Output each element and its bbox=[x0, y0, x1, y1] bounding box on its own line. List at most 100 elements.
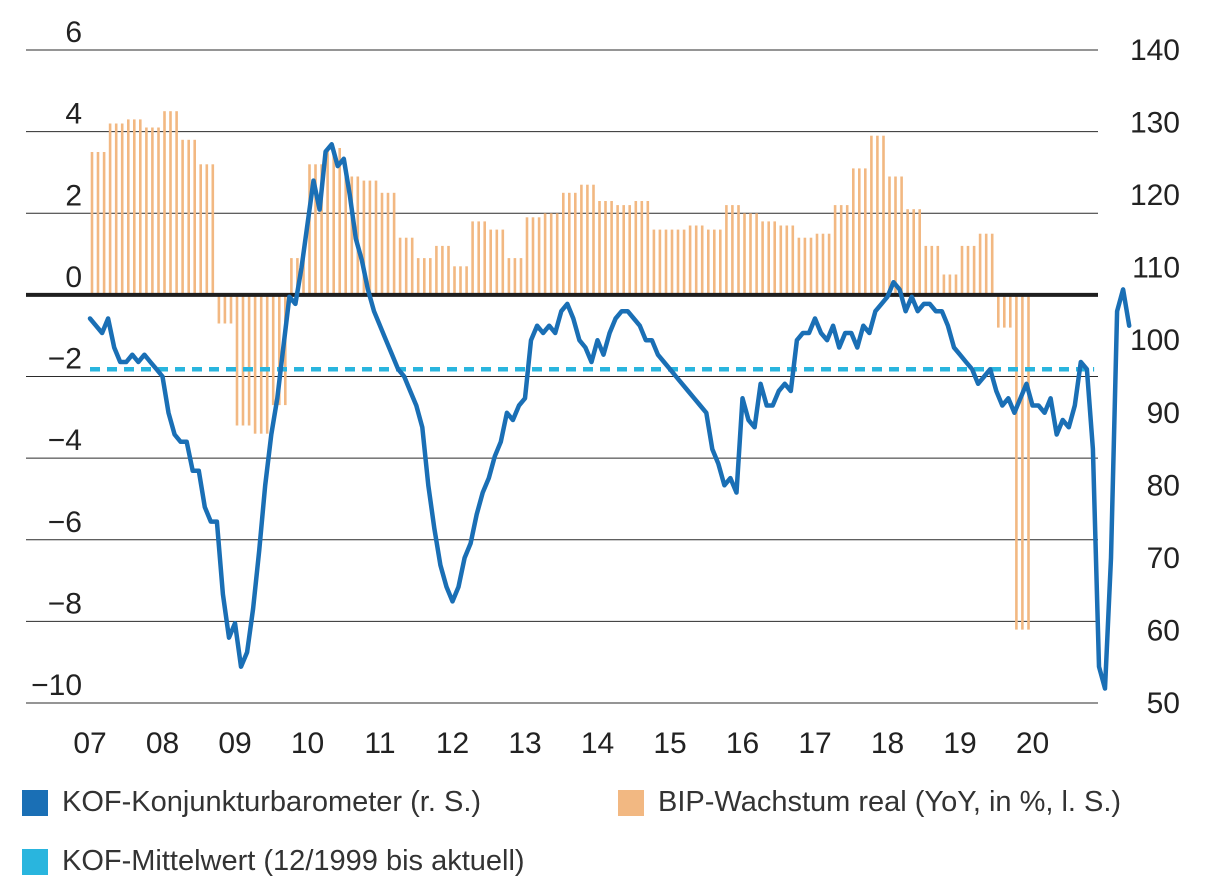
gdp-bar bbox=[344, 176, 347, 295]
gdp-bar bbox=[707, 229, 710, 295]
gdp-bar bbox=[1003, 294, 1006, 328]
gdp-bar bbox=[181, 139, 184, 295]
x-axis: 07 08 09 10 11 12 13 14 15 16 17 18 19 20 bbox=[73, 727, 1049, 760]
gdp-bar bbox=[827, 233, 831, 295]
gdp-bar bbox=[477, 221, 480, 295]
gdp-bar bbox=[622, 205, 625, 295]
gdp-bar bbox=[320, 164, 323, 295]
left-tick-label: 6 bbox=[65, 16, 82, 49]
gdp-bar bbox=[157, 127, 160, 295]
gdp-bar bbox=[423, 258, 426, 295]
right-tick-label: 90 bbox=[1147, 397, 1180, 430]
gdp-bar bbox=[815, 233, 819, 295]
right-tick-label: 70 bbox=[1147, 542, 1180, 575]
gdp-bar bbox=[652, 229, 656, 295]
gdp-bar bbox=[936, 245, 940, 295]
gdp-bar bbox=[223, 294, 227, 324]
gdp-bar bbox=[139, 119, 142, 295]
gdp-bar bbox=[495, 229, 499, 295]
gdp-bar bbox=[187, 139, 190, 295]
gdp-bar bbox=[205, 164, 209, 295]
gdp-bar bbox=[271, 294, 275, 406]
gdp-bar bbox=[108, 123, 112, 295]
gdp-bar bbox=[785, 225, 789, 295]
left-tick-label: 2 bbox=[65, 179, 82, 212]
gdp-bar bbox=[392, 192, 396, 295]
gdp-bar bbox=[211, 164, 215, 295]
legend-item-kof: KOF-Konjunkturbarometer (r. S.) bbox=[22, 786, 481, 819]
legend-label-mean: KOF-Mittelwert (12/1999 bis aktuell) bbox=[62, 845, 525, 877]
gdp-bars bbox=[90, 111, 1030, 630]
right-axis: 140 130 120 110 100 90 80 70 60 50 bbox=[1130, 34, 1180, 720]
gdp-bar bbox=[954, 274, 958, 295]
gdp-bar bbox=[990, 233, 994, 295]
gdp-bar bbox=[845, 205, 849, 295]
gdp-bar bbox=[127, 119, 130, 295]
x-tick-label: 12 bbox=[436, 727, 469, 760]
gdp-bar bbox=[912, 209, 915, 295]
left-tick-label: 0 bbox=[65, 261, 82, 294]
gdp-bar bbox=[296, 258, 299, 295]
gdp-bar bbox=[634, 201, 638, 295]
gdp-bar bbox=[640, 201, 644, 295]
gdp-bar bbox=[676, 229, 680, 295]
gdp-bar bbox=[888, 176, 891, 295]
gdp-bar bbox=[749, 213, 752, 295]
gdp-bar bbox=[253, 294, 257, 434]
gdp-bar bbox=[169, 111, 172, 295]
x-tick-label: 19 bbox=[943, 727, 976, 760]
gdp-bar bbox=[459, 266, 462, 295]
gdp-bar bbox=[114, 123, 118, 295]
gdp-bar bbox=[797, 237, 801, 295]
gdp-bar bbox=[404, 237, 408, 295]
gdp-bar bbox=[568, 192, 571, 295]
x-tick-label: 10 bbox=[291, 727, 324, 760]
right-tick-label: 130 bbox=[1130, 107, 1180, 140]
left-axis: 6 4 2 0 −2 −4 −6 −8 −10 bbox=[31, 16, 82, 702]
gdp-bar bbox=[948, 274, 952, 295]
gdp-bar bbox=[120, 123, 124, 295]
gdp-bar bbox=[465, 266, 468, 295]
gdp-bar bbox=[314, 164, 317, 295]
gdp-bar bbox=[604, 201, 607, 295]
gdp-bar bbox=[725, 205, 728, 295]
gdp-bar bbox=[767, 221, 770, 295]
x-tick-label: 14 bbox=[581, 727, 614, 760]
gdp-bar bbox=[713, 229, 716, 295]
gdp-bar bbox=[537, 217, 541, 295]
kof-line bbox=[87, 142, 1132, 691]
gdp-bar bbox=[453, 266, 456, 295]
grid bbox=[26, 49, 1098, 704]
gdp-bar bbox=[574, 192, 577, 295]
gdp-bar bbox=[217, 294, 221, 324]
gdp-bar bbox=[900, 176, 903, 295]
gdp-bar bbox=[598, 201, 601, 295]
gdp-bar bbox=[779, 225, 783, 295]
gdp-bar bbox=[247, 294, 251, 426]
gdp-bar bbox=[483, 221, 486, 295]
left-tick-label: −10 bbox=[31, 669, 82, 702]
gdp-bar bbox=[410, 237, 414, 295]
x-tick-label: 15 bbox=[653, 727, 686, 760]
gdp-bar bbox=[368, 180, 372, 295]
left-tick-label: −6 bbox=[48, 506, 82, 539]
right-tick-label: 110 bbox=[1132, 252, 1180, 285]
left-tick-label: −2 bbox=[48, 343, 82, 376]
gdp-bar bbox=[737, 205, 740, 295]
gdp-bar bbox=[380, 192, 384, 295]
x-tick-label: 11 bbox=[364, 727, 395, 760]
gdp-bar bbox=[906, 209, 909, 295]
gdp-bar bbox=[193, 139, 196, 295]
legend-label-gdp: BIP-Wachstum real (YoY, in %, l. S.) bbox=[658, 786, 1122, 818]
gdp-bar bbox=[761, 221, 764, 295]
gdp-bar bbox=[682, 229, 686, 295]
gdp-bar bbox=[610, 201, 613, 295]
left-tick-label: −8 bbox=[48, 587, 82, 620]
gdp-bar bbox=[978, 233, 982, 295]
gdp-bar bbox=[513, 258, 517, 295]
gdp-bar bbox=[918, 209, 921, 295]
x-tick-label: 16 bbox=[726, 727, 759, 760]
gdp-bar bbox=[852, 168, 855, 295]
gdp-bar bbox=[586, 184, 589, 295]
right-tick-label: 50 bbox=[1147, 687, 1180, 720]
